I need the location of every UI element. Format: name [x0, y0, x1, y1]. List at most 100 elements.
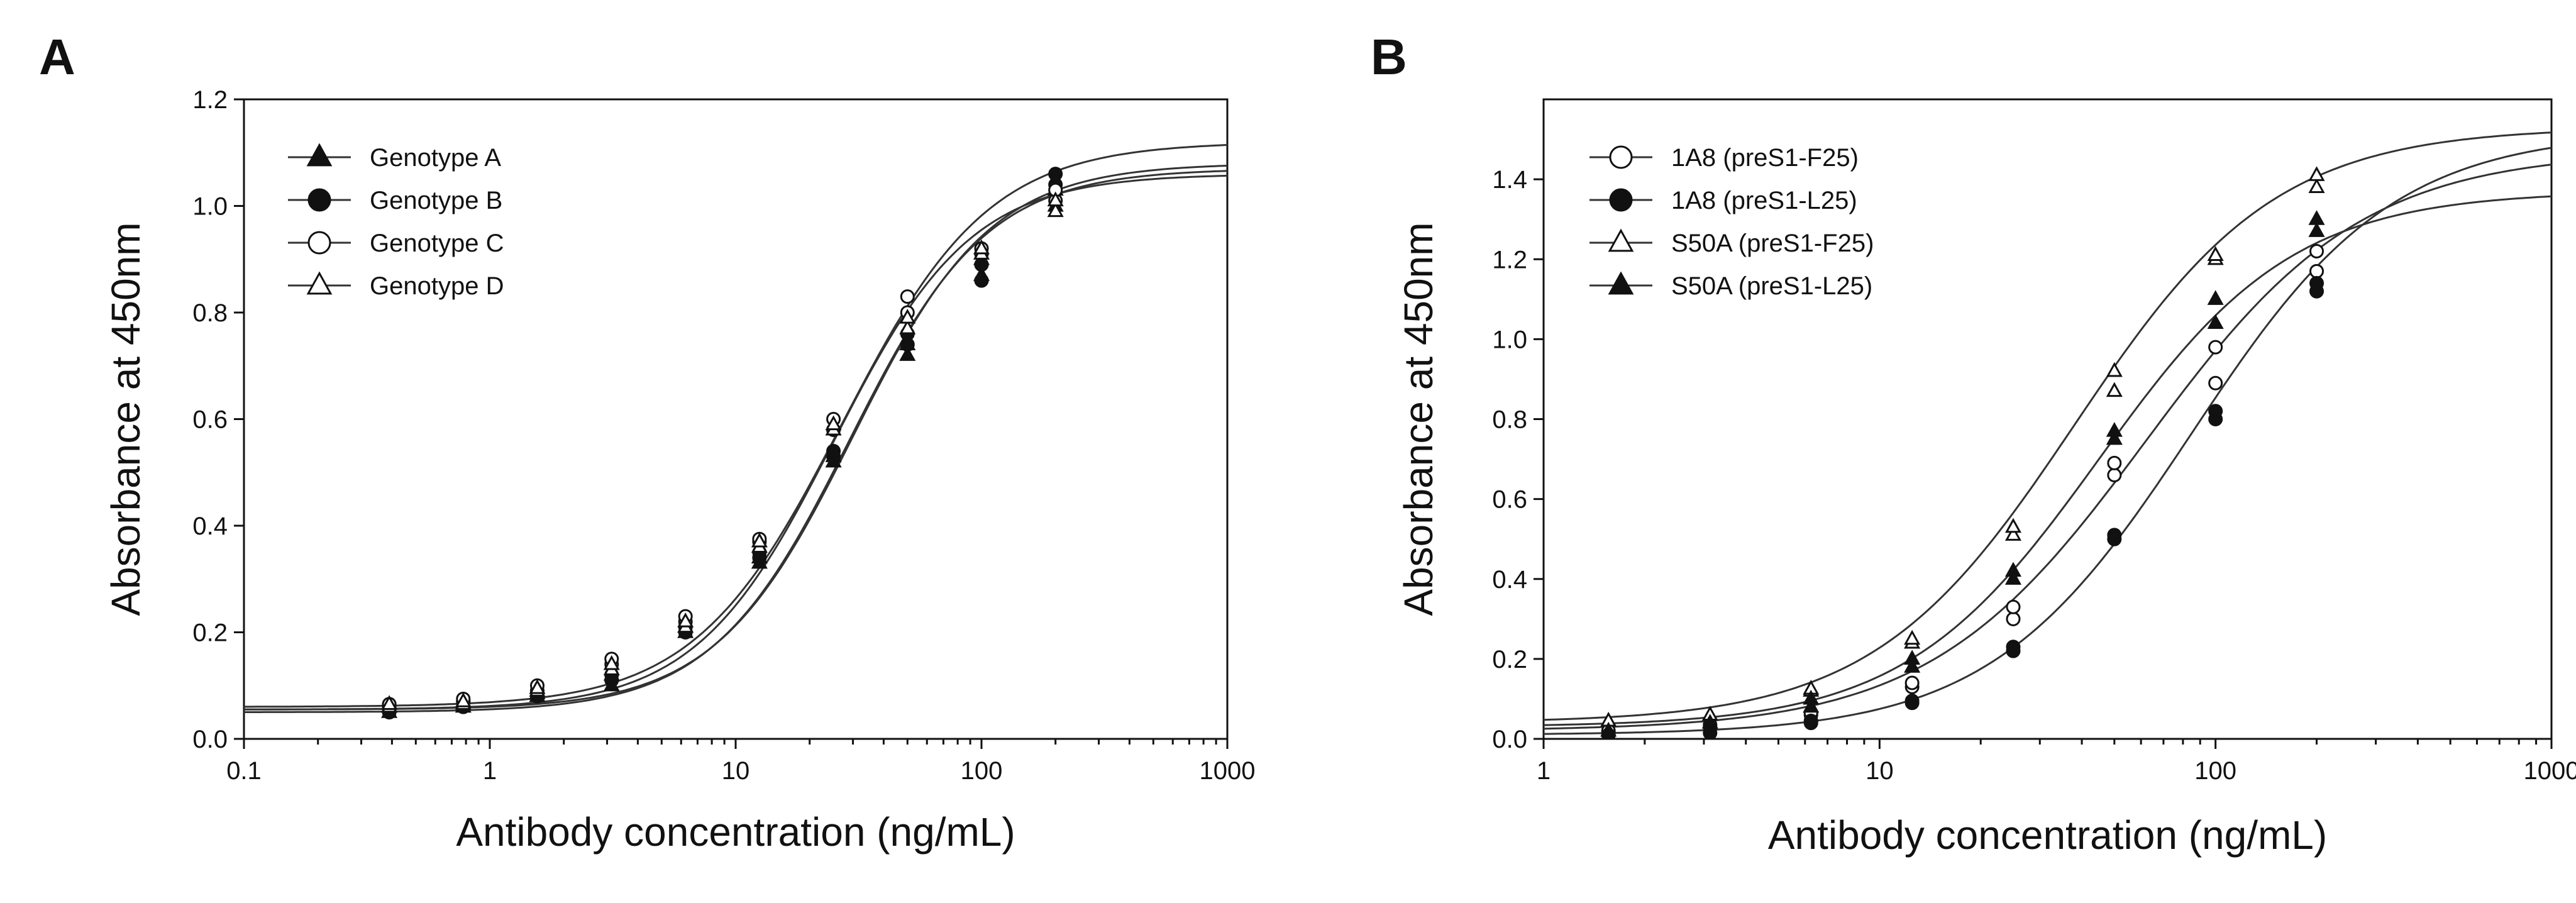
data-point [2004, 562, 2022, 577]
y-axis-title: Absorbance at 450nm [1396, 222, 1441, 616]
data-point [1600, 721, 1617, 737]
data-point [2309, 275, 2324, 291]
x-tick-label: 1 [483, 757, 497, 785]
data-point [2006, 599, 2021, 614]
data-point [2207, 246, 2224, 261]
legend-label: 1A8 (preS1-L25) [1671, 187, 1857, 214]
data-point [1904, 675, 1920, 690]
data-point [2006, 640, 2021, 655]
legend-label: Genotype D [370, 272, 504, 300]
data-point [2107, 455, 2122, 470]
data-point [1047, 202, 1064, 218]
y-tick-label: 1.2 [1492, 246, 1527, 274]
fit-curve [1544, 131, 2551, 721]
fit-curve [244, 144, 1227, 708]
x-axis-title: Antibody concentration (ng/mL) [1768, 812, 2327, 858]
data-point [2308, 222, 2325, 237]
data-point [2309, 244, 2324, 259]
legend-label: S50A (preS1-F25) [1671, 230, 1874, 257]
data-point [2208, 375, 2223, 391]
y-tick-label: 1.2 [192, 86, 228, 114]
x-tick-label: 10 [722, 757, 750, 785]
data-point [2006, 611, 2021, 626]
data-point [751, 532, 768, 548]
x-tick-label: 1000 [1200, 757, 1256, 785]
data-point [2106, 422, 2123, 437]
series-s50a-pres1-l25 [1600, 210, 2325, 737]
data-point [1803, 689, 1820, 705]
data-point [2004, 518, 2022, 533]
legend-label: Genotype A [370, 144, 501, 172]
data-point [1904, 629, 1921, 645]
data-point [900, 289, 915, 304]
data-point [2004, 570, 2022, 585]
data-point [2106, 362, 2123, 377]
data-point [603, 655, 620, 670]
data-point [2207, 314, 2224, 330]
y-tick-label: 0.4 [1492, 566, 1527, 594]
panel-letter: B [1371, 29, 1407, 85]
legend-marker [1608, 228, 1634, 252]
legend-marker [307, 231, 331, 255]
data-point [1904, 658, 1921, 673]
data-point [677, 612, 694, 628]
data-point [973, 239, 990, 255]
data-point [455, 692, 472, 707]
legend-marker [1609, 145, 1633, 169]
data-point [1803, 697, 1820, 713]
x-tick-label: 100 [961, 757, 1003, 785]
data-point [2308, 166, 2325, 181]
legend-label: Genotype B [370, 187, 502, 214]
legend-marker [307, 188, 331, 212]
data-point [899, 346, 916, 361]
y-tick-label: 0.6 [1492, 486, 1527, 514]
data-point [2309, 263, 2324, 279]
y-tick-label: 0.2 [192, 619, 228, 647]
data-point [899, 308, 916, 324]
plot-area [1544, 131, 2551, 739]
data-point [2106, 429, 2123, 445]
data-point [899, 319, 916, 335]
data-point [2207, 290, 2224, 305]
data-point [1904, 650, 1921, 665]
y-tick-label: 0.0 [1492, 726, 1527, 753]
legend: Genotype A Genotype B Genotype C Genotype D [288, 143, 504, 300]
data-point [2308, 210, 2325, 225]
data-point [1047, 191, 1064, 207]
plot-area [244, 144, 1227, 720]
data-point [2107, 528, 2122, 543]
y-tick-label: 0.6 [192, 406, 228, 434]
x-axis-title: Antibody concentration (ng/mL) [456, 809, 1015, 855]
legend: 1A8 (preS1-F25) 1A8 (preS1-L25) S50A (preS… [1589, 144, 1874, 300]
legend-marker [1609, 188, 1633, 212]
series-genotype-c [382, 182, 1063, 714]
panel-letter: A [39, 29, 75, 85]
data-point [2106, 382, 2123, 397]
data-point [825, 415, 842, 431]
data-point [1701, 714, 1718, 729]
series-1a8-pres1-l25 [1601, 275, 2324, 739]
data-point [2107, 467, 2122, 482]
y-tick-label: 1.4 [1492, 166, 1527, 194]
x-tick-label: 100 [2194, 757, 2236, 785]
legend-marker [306, 143, 333, 167]
y-axis-title: Absorbance at 450nm [103, 222, 148, 616]
data-point [2208, 404, 2223, 419]
data-point [529, 679, 546, 694]
legend-marker [1608, 271, 1634, 295]
y-tick-label: 0.8 [192, 299, 228, 327]
legend-label: 1A8 (preS1-F25) [1671, 144, 1859, 172]
x-tick-label: 0.1 [226, 757, 262, 785]
x-tick-label: 10 [1866, 757, 1894, 785]
y-tick-label: 0.4 [192, 512, 228, 540]
y-tick-label: 0.0 [192, 726, 228, 753]
data-point [2208, 340, 2223, 355]
fit-curve [244, 174, 1227, 711]
y-tick-label: 1.0 [1492, 326, 1527, 353]
series-genotype-d [381, 191, 1064, 713]
chart-panel-b: B 1 10 100 1000 0.0 0.2 0.4 0.6 0.8 1.0 1.2 1.4 Antib… [1371, 29, 2576, 858]
chart-panel-a: A 0.1 1 10 100 1000 0.0 0.2 0.4 0.6 0.8 1.0 1.2 Antib… [39, 29, 1255, 855]
data-point [1048, 167, 1063, 182]
legend-label: Genotype C [370, 230, 504, 257]
legend-label: S50A (preS1-L25) [1671, 272, 1872, 300]
